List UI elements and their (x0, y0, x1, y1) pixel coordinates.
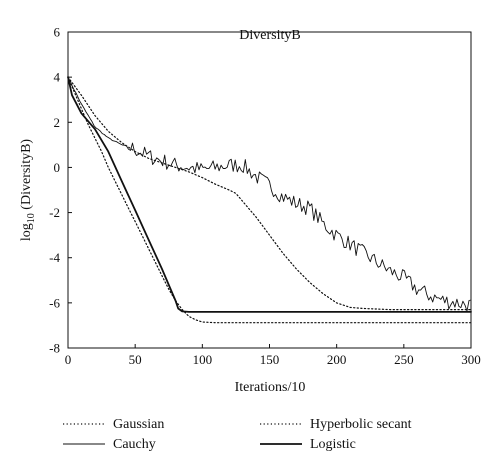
y-tick-label: -6 (49, 295, 60, 310)
y-axis-label-suffix: (DiversityB) (19, 139, 34, 214)
y-axis-label: log10 (DiversityB) (19, 139, 37, 241)
y-tick-label: 0 (54, 160, 61, 175)
y-tick-label: 6 (54, 25, 61, 40)
chart-title: DiversityB (239, 28, 300, 43)
x-tick-label: 0 (65, 352, 72, 367)
axis-ticks: 0 50 100 150 200 250 300 -8 -6 -4 -2 0 2 4 6 (49, 25, 481, 368)
y-tick-label: 4 (54, 70, 61, 85)
x-tick-label: 250 (394, 352, 414, 367)
x-tick-label: 100 (193, 352, 213, 367)
y-axis-label-subscript: 10 (26, 213, 37, 223)
series-line-hyperbolic-secant (67, 76, 472, 311)
series-line-gaussian (67, 76, 472, 324)
y-tick-label: 2 (54, 115, 61, 130)
legend-label-cauchy: Cauchy (113, 437, 156, 452)
y-tick-label: -4 (49, 250, 60, 265)
legend: Gaussian Cauchy Hyperbolic secant Logistic (63, 417, 412, 452)
legend-label-logistic: Logistic (310, 437, 356, 452)
legend-label-hyperbolic-secant: Hyperbolic secant (310, 417, 412, 432)
x-tick-label: 150 (260, 352, 280, 367)
y-axis-label-prefix: log (19, 223, 34, 241)
legend-label-gaussian: Gaussian (113, 417, 164, 432)
plot-area (67, 76, 472, 324)
y-tick-label: -2 (49, 205, 60, 220)
series-line-logistic (67, 76, 472, 313)
series-line-cauchy (67, 77, 472, 312)
x-tick-label: 50 (129, 352, 142, 367)
x-axis-label: Iterations/10 (235, 380, 306, 395)
x-tick-label: 200 (327, 352, 347, 367)
x-tick-label: 300 (461, 352, 481, 367)
y-tick-label: -8 (49, 341, 60, 356)
